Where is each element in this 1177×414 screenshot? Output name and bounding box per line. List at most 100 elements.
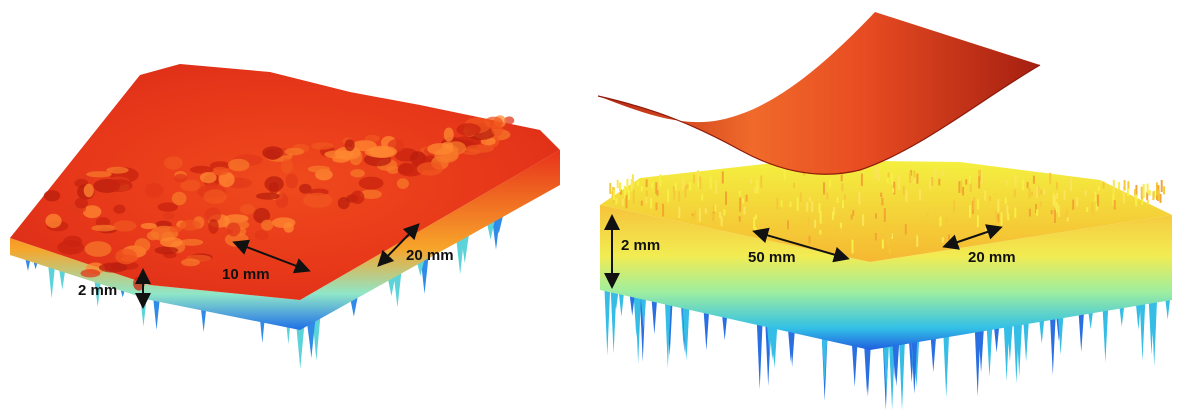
left-texture-blob (154, 246, 179, 255)
left-texture-blob (91, 224, 117, 232)
right-spike (899, 338, 906, 410)
right-spike (986, 323, 993, 378)
left-texture-blob (180, 179, 201, 192)
right-spike (787, 325, 794, 362)
left-texture-blob (255, 192, 280, 200)
left-texture-blob (262, 146, 284, 160)
left-texture-blob (181, 258, 200, 267)
left-texture-blob (203, 189, 227, 205)
left-texture-blob (254, 230, 269, 241)
left-surface-panel: 2 mm 10 mm 20 mm (10, 64, 560, 369)
right-spike (766, 321, 773, 356)
left-texture-blob (163, 156, 183, 170)
left-texture-blob (281, 158, 293, 174)
right-spike (664, 298, 671, 368)
left-texture-blob (86, 171, 112, 178)
right-spike (1049, 312, 1056, 375)
right-width-b-label: 20 mm (968, 249, 1016, 266)
right-spike (993, 322, 1000, 353)
left-spike (387, 275, 396, 297)
left-texture-blob (227, 158, 250, 172)
left-texture-blob (352, 140, 377, 152)
left-texture-blob (134, 238, 151, 253)
left-texture-blob (120, 255, 138, 262)
right-height-label: 2 mm (621, 237, 660, 254)
right-spike (683, 303, 690, 361)
left-texture-blob (140, 222, 157, 230)
left-texture-blob (350, 190, 365, 205)
left-spike (494, 216, 503, 234)
right-spike (930, 333, 937, 373)
curved-sheet-edge (597, 64, 1041, 175)
right-spike (1135, 298, 1142, 330)
left-texture-blob (397, 163, 424, 177)
left-spike (307, 319, 316, 359)
right-surface-side (600, 205, 1172, 350)
right-width-a-arrow (752, 227, 850, 263)
left-texture-blob (284, 147, 304, 156)
right-spike (604, 285, 611, 356)
left-spike (486, 221, 495, 240)
right-spike (1078, 308, 1085, 353)
left-texture-blob (359, 189, 382, 199)
left-texture-blob (180, 238, 204, 246)
left-texture-blob (484, 116, 503, 128)
left-texture-blob (174, 173, 188, 183)
left-texture-blob (146, 231, 160, 241)
right-spike (703, 307, 710, 351)
curved-sheet (598, 12, 1040, 175)
right-spike (1038, 314, 1045, 344)
right-spike (893, 339, 900, 387)
left-texture-blob (283, 222, 294, 233)
left-spike (460, 235, 469, 264)
right-spike (771, 322, 778, 369)
left-texture-blob (163, 212, 175, 220)
left-spike (456, 237, 465, 275)
left-texture-blob (189, 165, 214, 174)
left-texture-blob (443, 127, 454, 142)
left-texture-blob (144, 183, 164, 198)
left-texture-blob (63, 235, 82, 248)
left-texture-blob (106, 166, 129, 174)
right-surface-panel: 2 mm 50 mm 20 mm (597, 12, 1172, 410)
left-spike (349, 296, 358, 317)
right-width-b-arrow (942, 224, 1003, 250)
left-spike (47, 259, 56, 299)
right-spike (883, 341, 890, 395)
left-spike (296, 325, 305, 369)
right-spike (1057, 311, 1064, 355)
right-width-a-label: 50 mm (748, 249, 796, 266)
right-spike (821, 333, 828, 384)
left-texture-blob (337, 197, 350, 210)
left-width-a-label: 10 mm (222, 266, 270, 283)
left-texture-blob (218, 171, 235, 188)
right-spike (1023, 317, 1030, 362)
left-width-a-arrow (232, 239, 311, 274)
left-texture-blob (45, 213, 62, 228)
right-spike (651, 295, 658, 335)
left-spike (393, 272, 402, 308)
right-spike (721, 311, 728, 341)
right-spike (1151, 295, 1158, 367)
right-spike (756, 319, 763, 390)
left-texture-blob (200, 172, 217, 184)
left-surface-texture (43, 115, 515, 291)
left-texture-blob (416, 162, 443, 176)
right-spike (640, 293, 647, 329)
right-spike (618, 288, 625, 317)
left-texture-blob (253, 207, 271, 224)
left-texture-blob (311, 142, 334, 150)
left-texture-blob (396, 178, 409, 189)
left-texture-blob (465, 144, 495, 153)
right-spike (974, 325, 981, 397)
left-texture-blob (171, 191, 187, 206)
left-texture-blob (211, 166, 229, 176)
left-texture-blob (358, 176, 384, 190)
left-texture-blob (142, 256, 159, 270)
left-texture-blob (344, 139, 355, 152)
right-spike (851, 340, 858, 388)
left-texture-blob (456, 123, 481, 136)
left-texture-blob (82, 205, 102, 219)
right-spike (943, 331, 950, 398)
left-texture-blob (160, 237, 183, 248)
